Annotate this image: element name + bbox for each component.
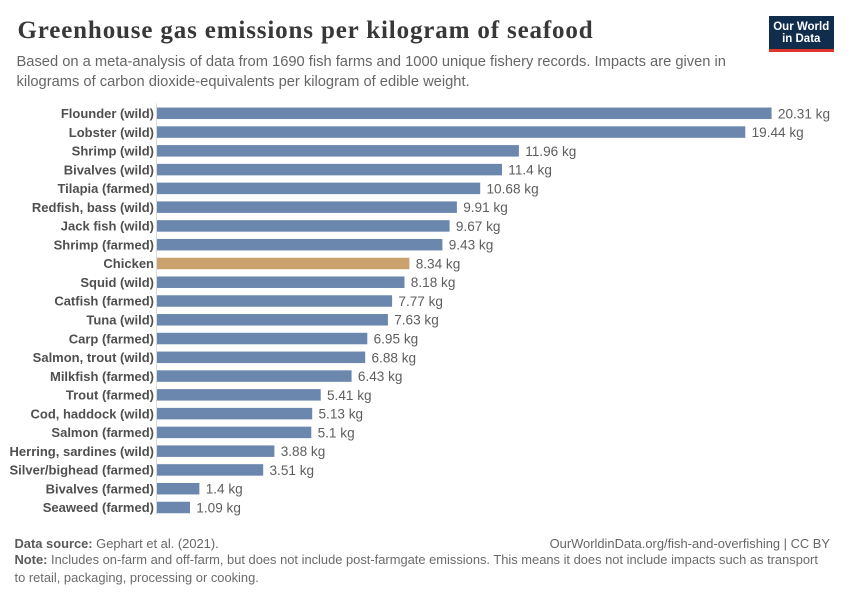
svg-text:5.13 kg: 5.13 kg bbox=[319, 407, 364, 422]
svg-text:8.34 kg: 8.34 kg bbox=[416, 256, 461, 271]
svg-text:Milkfish (farmed): Milkfish (farmed) bbox=[50, 369, 154, 384]
svg-text:Silver/bighead (farmed): Silver/bighead (farmed) bbox=[10, 463, 154, 478]
svg-text:Shrimp (farmed): Shrimp (farmed) bbox=[54, 237, 154, 252]
svg-text:10.68 kg: 10.68 kg bbox=[487, 181, 539, 196]
svg-text:Redfish, bass (wild): Redfish, bass (wild) bbox=[32, 200, 154, 215]
svg-text:Squid (wild): Squid (wild) bbox=[80, 275, 154, 290]
svg-text:8.18 kg: 8.18 kg bbox=[411, 275, 456, 290]
svg-text:Seaweed (farmed): Seaweed (farmed) bbox=[43, 500, 154, 515]
svg-text:5.41 kg: 5.41 kg bbox=[327, 388, 372, 403]
svg-text:Catfish (farmed): Catfish (farmed) bbox=[54, 294, 154, 309]
svg-text:3.88 kg: 3.88 kg bbox=[281, 444, 326, 459]
svg-text:Tilapia (farmed): Tilapia (farmed) bbox=[57, 181, 154, 196]
svg-text:Flounder (wild): Flounder (wild) bbox=[61, 106, 154, 121]
svg-text:Shrimp (wild): Shrimp (wild) bbox=[72, 144, 154, 159]
svg-text:1.09 kg: 1.09 kg bbox=[196, 500, 241, 515]
svg-text:Herring, sardines (wild): Herring, sardines (wild) bbox=[10, 444, 154, 459]
svg-text:Lobster (wild): Lobster (wild) bbox=[69, 125, 154, 140]
svg-text:3.51 kg: 3.51 kg bbox=[270, 463, 315, 478]
svg-text:Bivalves (farmed): Bivalves (farmed) bbox=[46, 481, 154, 496]
svg-text:7.77 kg: 7.77 kg bbox=[398, 294, 443, 309]
svg-text:Chicken: Chicken bbox=[103, 256, 154, 271]
svg-text:1.4 kg: 1.4 kg bbox=[206, 482, 243, 497]
svg-text:11.4 kg: 11.4 kg bbox=[508, 163, 552, 178]
svg-text:5.1 kg: 5.1 kg bbox=[318, 425, 355, 440]
svg-text:6.88 kg: 6.88 kg bbox=[372, 350, 417, 365]
svg-text:Bivalves (wild): Bivalves (wild) bbox=[64, 162, 154, 177]
svg-text:Salmon (farmed): Salmon (farmed) bbox=[51, 425, 154, 440]
svg-text:9.91 kg: 9.91 kg bbox=[463, 200, 508, 215]
svg-text:Carp (farmed): Carp (farmed) bbox=[69, 331, 154, 346]
svg-text:20.31 kg: 20.31 kg bbox=[778, 106, 830, 121]
svg-text:19.44 kg: 19.44 kg bbox=[752, 125, 804, 140]
svg-text:6.95 kg: 6.95 kg bbox=[374, 332, 419, 347]
svg-text:6.43 kg: 6.43 kg bbox=[358, 369, 403, 384]
svg-text:9.67 kg: 9.67 kg bbox=[456, 219, 501, 234]
svg-text:Trout (farmed): Trout (farmed) bbox=[66, 388, 154, 403]
svg-text:Cod, haddock (wild): Cod, haddock (wild) bbox=[31, 406, 155, 421]
svg-text:9.43 kg: 9.43 kg bbox=[449, 238, 494, 253]
svg-text:11.96 kg: 11.96 kg bbox=[525, 144, 576, 159]
svg-text:Tuna (wild): Tuna (wild) bbox=[86, 313, 154, 328]
svg-text:Salmon, trout (wild): Salmon, trout (wild) bbox=[33, 350, 154, 365]
svg-text:7.63 kg: 7.63 kg bbox=[394, 313, 439, 328]
svg-text:Jack fish (wild): Jack fish (wild) bbox=[61, 219, 154, 234]
